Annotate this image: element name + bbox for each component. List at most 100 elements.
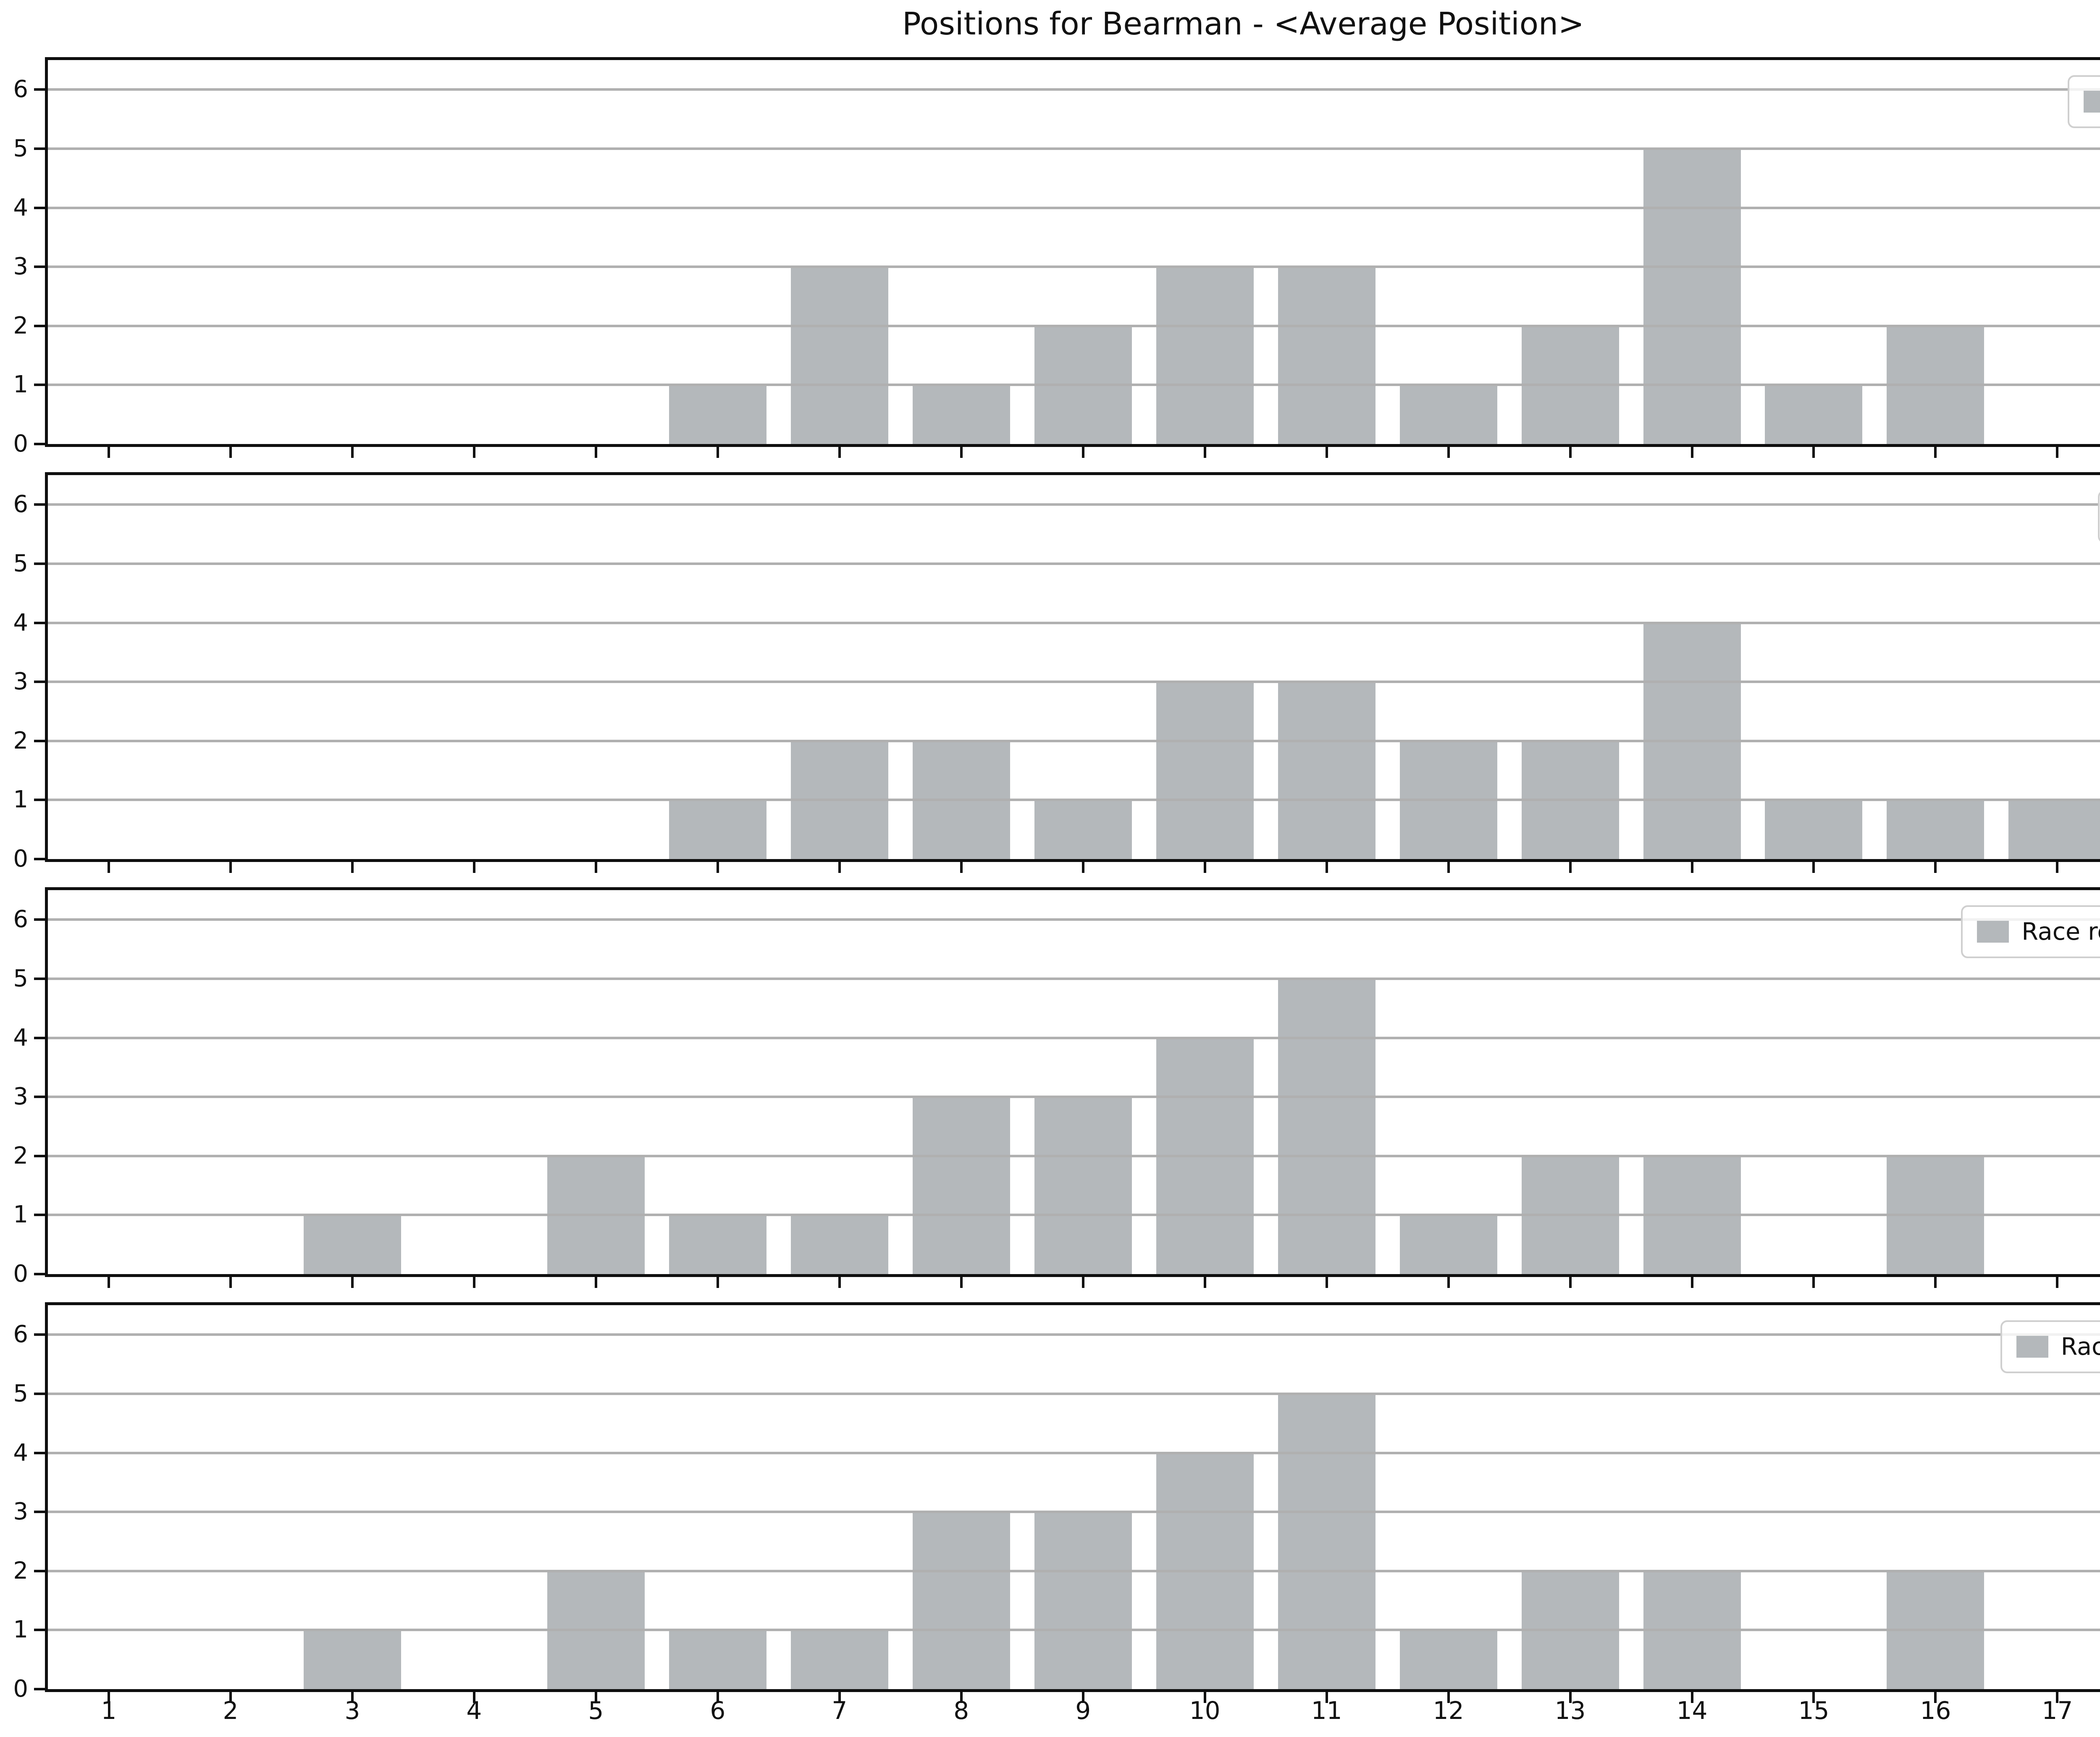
x-tick-7 [838, 1692, 841, 1703]
y-tick-0 [34, 1688, 45, 1690]
bar-position-3 [303, 1630, 401, 1689]
x-tick-3 [351, 862, 354, 873]
x-tick-label-12: 12 [1433, 1696, 1464, 1725]
x-tick-1 [107, 862, 110, 873]
x-tick-16 [1934, 447, 1937, 458]
x-tick-11 [1325, 447, 1328, 458]
x-tick-7 [838, 1277, 841, 1288]
x-tick-13 [1569, 447, 1572, 458]
y-tick-4 [34, 1036, 45, 1039]
y-tick-label-0: 0 [13, 1260, 28, 1288]
gridline-y6 [48, 503, 2100, 506]
bar-position-10 [1156, 267, 1254, 444]
legend-swatch [2083, 91, 2100, 113]
gridline-y3 [48, 1096, 2100, 1098]
x-tick-label-3: 3 [344, 1696, 360, 1725]
bar-position-6 [669, 1215, 766, 1274]
x-tick-5 [594, 447, 597, 458]
y-tick-4 [34, 621, 45, 624]
legend-label: Race results without DNF - 11.86 [2021, 918, 2100, 946]
x-tick-16 [1934, 1277, 1937, 1288]
x-tick-9 [1082, 1692, 1084, 1703]
x-tick-label-14: 14 [1676, 1696, 1708, 1725]
x-tick-10 [1203, 1277, 1206, 1288]
x-tick-label-15: 15 [1798, 1696, 1830, 1725]
gridline-y1 [48, 1629, 2100, 1632]
y-tick-5 [34, 147, 45, 150]
y-tick-3 [34, 1096, 45, 1098]
x-tick-label-5: 5 [588, 1696, 604, 1725]
y-tick-label-6: 6 [13, 491, 28, 518]
gridline-y4 [48, 621, 2100, 624]
gridline-y5 [48, 1392, 2100, 1395]
bar-position-15 [1765, 800, 1863, 859]
x-tick-12 [1447, 862, 1450, 873]
subplot-grid-positions: Grid positions - 13.96 [45, 472, 2100, 862]
y-tick-6 [34, 503, 45, 506]
subplot-race-results-without-dnf: Race results without DNF - 11.86 [45, 887, 2100, 1277]
bar-position-9 [1034, 800, 1132, 859]
figure-title: Positions for Bearman - <Average Positio… [902, 6, 1584, 42]
x-tick-4 [472, 1692, 475, 1703]
legend-race-results-with-dnf: Race results with DNF - 12.04 [2000, 1320, 2100, 1373]
y-tick-label-6: 6 [13, 1321, 28, 1348]
legend-swatch [1977, 921, 2009, 943]
subplot-qualifying-times: Qualifying times - 13.64 [45, 57, 2100, 447]
y-tick-0 [34, 1273, 45, 1275]
gridline-y4 [48, 1451, 2100, 1454]
y-tick-label-4: 4 [13, 609, 28, 636]
y-tick-label-0: 0 [13, 1675, 28, 1703]
bar-position-17 [2008, 800, 2100, 859]
x-tick-4 [472, 862, 475, 873]
x-tick-5 [594, 1692, 597, 1703]
x-tick-14 [1690, 1277, 1693, 1288]
x-tick-17 [2056, 447, 2059, 458]
x-tick-4 [472, 447, 475, 458]
x-tick-3 [351, 1692, 354, 1703]
y-tick-label-2: 2 [13, 1142, 28, 1169]
y-tick-label-4: 4 [13, 1439, 28, 1466]
x-tick-8 [960, 862, 963, 873]
x-tick-16 [1934, 1692, 1937, 1703]
y-tick-label-4: 4 [13, 1024, 28, 1051]
y-tick-label-0: 0 [13, 845, 28, 872]
x-tick-label-16: 16 [1920, 1696, 1951, 1725]
x-tick-2 [229, 447, 232, 458]
y-tick-1 [34, 799, 45, 801]
bar-position-7 [790, 1630, 888, 1689]
x-tick-10 [1203, 862, 1206, 873]
gridline-y6 [48, 88, 2100, 91]
x-tick-11 [1325, 862, 1328, 873]
x-tick-15 [1812, 1692, 1815, 1703]
gridline-y5 [48, 977, 2100, 980]
legend-race-results-without-dnf: Race results without DNF - 11.86 [1961, 905, 2100, 958]
x-tick-13 [1569, 1692, 1572, 1703]
x-tick-8 [960, 447, 963, 458]
bar-position-6 [669, 1630, 766, 1689]
bar-position-9 [1034, 1097, 1132, 1274]
bar-position-11 [1278, 1393, 1376, 1689]
x-tick-14 [1690, 447, 1693, 458]
x-tick-6 [716, 1277, 719, 1288]
gridline-y2 [48, 1569, 2100, 1572]
bar-position-16 [1887, 800, 1984, 859]
gridline-y6 [48, 1333, 2100, 1336]
x-tick-7 [838, 447, 841, 458]
bar-position-12 [1399, 1630, 1497, 1689]
x-tick-15 [1812, 1277, 1815, 1288]
x-tick-label-2: 2 [223, 1696, 239, 1725]
x-tick-9 [1082, 1277, 1084, 1288]
x-tick-6 [716, 1692, 719, 1703]
y-tick-label-1: 1 [13, 1616, 28, 1644]
x-tick-2 [229, 1277, 232, 1288]
x-tick-12 [1447, 1277, 1450, 1288]
y-tick-label-1: 1 [13, 371, 28, 399]
x-tick-14 [1690, 1692, 1693, 1703]
x-tick-6 [716, 862, 719, 873]
x-tick-4 [472, 1277, 475, 1288]
gridline-y4 [48, 1036, 2100, 1039]
y-tick-5 [34, 1392, 45, 1395]
y-tick-4 [34, 1451, 45, 1454]
y-tick-6 [34, 88, 45, 91]
gridline-y3 [48, 1511, 2100, 1514]
